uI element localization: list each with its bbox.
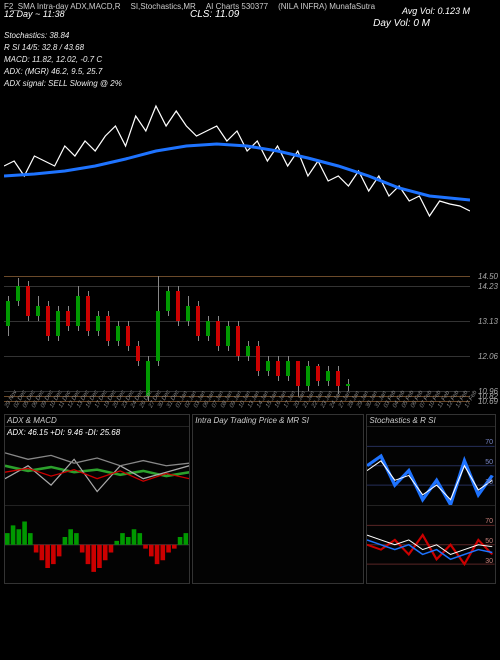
chart-header: F2_SMA Intra-day ADX,MACD,R SI,Stochasti… [0, 0, 500, 24]
date-tick: 14 Jan [256, 401, 264, 409]
price-level-label: 14.50 [478, 272, 498, 281]
ind-adx-signal: ADX signal: SELL Slowing @ 2% [4, 78, 496, 90]
date-tick: 07 Feb [419, 401, 427, 409]
date-tick: 19 Dec [103, 401, 111, 409]
date-tick: 11 Dec [58, 401, 66, 409]
date-tick: 24 Dec [130, 401, 138, 409]
date-tick: 02 Jan [184, 401, 192, 409]
date-tick: 17 Jan [283, 401, 291, 409]
date-tick: 16 Jan [274, 401, 282, 409]
date-tick: 01 Jan [175, 401, 183, 409]
ind-stoch: Stochastics: 38.84 [4, 30, 496, 42]
rsi-tick: 30 [485, 558, 493, 565]
price-level-line [4, 286, 470, 287]
date-tick: 11 Feb [437, 401, 445, 409]
date-axis: 29 Nov02 Dec05 Dec06 Dec09 Dec10 Dec11 D… [4, 406, 470, 412]
hdr-lbl: SI,Stochastics,MR [130, 2, 195, 11]
date-tick: 15 Jan [265, 401, 273, 409]
date-tick: 07 Jan [211, 401, 219, 409]
date-tick: 20 Dec [112, 401, 120, 409]
price-level-label: 12.06 [478, 352, 498, 361]
date-tick: 10 Jan [238, 401, 246, 409]
date-tick: 31 Jan [374, 401, 382, 409]
date-tick: 26 Dec [139, 401, 147, 409]
date-tick: 16 Dec [85, 401, 93, 409]
hdr-lbl: (NILA INFRA) MunafaSutra [278, 2, 375, 11]
date-tick: 29 Jan [356, 401, 364, 409]
ind-macd: MACD: 11.82, 12.02, -0.7 C [4, 54, 496, 66]
stoch-tick: 50 [485, 459, 493, 466]
date-tick: 23 Dec [121, 401, 129, 409]
date-tick: 28 Jan [347, 401, 355, 409]
date-tick: 21 Jan [302, 401, 310, 409]
price-level-label: 13.13 [478, 317, 498, 326]
header-cls: CLS: 11.09 [190, 9, 239, 20]
price-level-line [4, 321, 470, 322]
header-dayvol: Day Vol: 0 M [373, 18, 430, 29]
date-tick: 03 Feb [383, 401, 391, 409]
panel-right-title: Stochastics & R SI [367, 415, 495, 426]
rsi-tick: 70 [485, 518, 493, 525]
date-tick: 27 Jan [338, 401, 346, 409]
panel-stoch-rsi[interactable]: Stochastics & R SI 70 50 30 70 50 30 [366, 414, 496, 584]
ind-adx: ADX: (MGR) 46.2, 9.5, 25.7 [4, 66, 496, 78]
panel-mid-title: Intra Day Trading Price & MR SI [193, 415, 363, 426]
price-level-label: 14.23 [478, 282, 498, 291]
date-tick: 06 Dec [31, 401, 39, 409]
price-level-line [4, 356, 470, 357]
date-tick: 27 Dec [148, 401, 156, 409]
stoch-tick: 70 [485, 439, 493, 446]
date-tick: 13 Jan [247, 401, 255, 409]
date-tick: 05 Dec [22, 401, 30, 409]
stoch-tick: 30 [485, 479, 493, 486]
candlestick-chart[interactable]: 14.5014.2313.1312.0610.9610.8210.69 [4, 266, 470, 406]
date-tick: 30 Dec [157, 401, 165, 409]
date-tick: 13 Dec [76, 401, 84, 409]
date-tick: 12 Dec [67, 401, 75, 409]
date-tick: 08 Jan [220, 401, 228, 409]
price-level-label: 10.69 [478, 397, 498, 406]
main-line-chart[interactable] [4, 96, 470, 226]
date-tick: 02 Dec [13, 401, 21, 409]
date-tick: 31 Dec [166, 401, 174, 409]
date-tick: 10 Dec [49, 401, 57, 409]
indicator-readout: Stochastics: 38.84 R SI 14/5: 32.8 / 43.… [0, 24, 500, 92]
date-tick: 05 Feb [401, 401, 409, 409]
date-tick: 24 Jan [329, 401, 337, 409]
date-tick: 06 Jan [202, 401, 210, 409]
date-tick: 13 Feb [455, 401, 463, 409]
header-avgvol: Avg Vol: 0.123 M [402, 6, 470, 16]
rsi-tick: 50 [485, 538, 493, 545]
panel-intraday[interactable]: Intra Day Trading Price & MR SI [192, 414, 364, 584]
date-tick: 22 Jan [311, 401, 319, 409]
date-tick: 17 Dec [94, 401, 102, 409]
date-tick: 30 Jan [365, 401, 373, 409]
date-tick: 12 Feb [446, 401, 454, 409]
date-tick: 09 Jan [229, 401, 237, 409]
panel-adx-macd[interactable]: ADX & MACD ADX: 46.15 +DI: 9.46 -DI: 25.… [4, 414, 190, 584]
date-tick: 23 Jan [320, 401, 328, 409]
date-tick: 10 Feb [428, 401, 436, 409]
panel-left-title: ADX & MACD [5, 415, 189, 426]
bottom-panels: ADX & MACD ADX: 46.15 +DI: 9.46 -DI: 25.… [4, 414, 496, 584]
price-level-line [4, 276, 470, 277]
date-tick: 03 Jan [193, 401, 201, 409]
date-tick: 20 Jan [293, 401, 301, 409]
date-tick: 17 Feb [464, 401, 472, 409]
date-tick: 04 Feb [392, 401, 400, 409]
date-tick: 29 Nov [4, 401, 12, 409]
date-tick: 09 Dec [40, 401, 48, 409]
date-tick: 06 Feb [410, 401, 418, 409]
ind-rsi: R SI 14/5: 32.8 / 43.68 [4, 42, 496, 54]
header-time: 12 Day ~ 11:38 [4, 9, 65, 19]
